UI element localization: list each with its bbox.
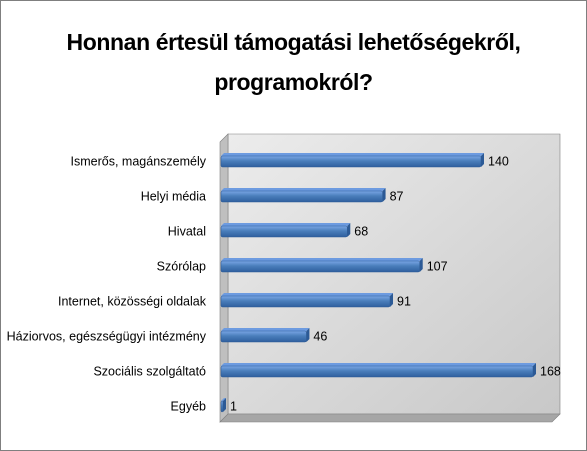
- bar-front-face: [220, 400, 224, 413]
- bar-top-face: [221, 258, 423, 261]
- category-labels: Ismerős, magánszemély Helyi média Hivatal S…: [7, 155, 207, 414]
- bar-front-face: [220, 295, 391, 308]
- bars-group: [220, 153, 536, 413]
- side-wall: [219, 133, 229, 423]
- bar: [220, 293, 393, 308]
- value-label: 87: [390, 190, 404, 204]
- bar: [220, 223, 351, 238]
- value-label: 68: [354, 225, 368, 239]
- bar-end-face: [223, 398, 226, 412]
- bar-front-face: [220, 190, 383, 203]
- bar-top-face: [221, 188, 386, 191]
- category-label: Internet, közösségi oldalak: [58, 295, 207, 309]
- category-label: Helyi média: [141, 190, 206, 204]
- bar-end-face: [382, 188, 386, 202]
- bar-front-face: [220, 330, 307, 343]
- bar-top-face: [221, 363, 536, 366]
- bar-top-face: [221, 398, 226, 401]
- floor: [219, 413, 561, 423]
- category-label: Háziorvos, egészségügyi intézmény: [7, 330, 207, 344]
- value-label: 140: [488, 155, 509, 169]
- bar-top-face: [221, 328, 310, 331]
- plot-background: [219, 133, 561, 423]
- category-label: Ismerős, magánszemély: [71, 155, 207, 169]
- value-label: 107: [427, 260, 448, 274]
- value-label: 91: [397, 295, 411, 309]
- bar: [220, 188, 386, 203]
- value-labels: 140 87 68 107 91 46 168 1: [230, 155, 561, 414]
- bar-top-face: [221, 223, 351, 226]
- bar-top-face: [221, 153, 484, 156]
- bar: [220, 328, 310, 343]
- value-label: 1: [230, 400, 237, 414]
- chart-title-line-2: programokról?: [214, 69, 373, 95]
- bar-end-face: [306, 328, 310, 342]
- bar-end-face: [481, 153, 484, 167]
- bar-top-face: [221, 293, 393, 296]
- bar: [220, 153, 484, 168]
- bar-end-face: [390, 293, 393, 307]
- value-label: 168: [540, 365, 561, 379]
- category-label: Szórólap: [157, 260, 206, 274]
- value-label: 46: [313, 330, 327, 344]
- bar-front-face: [220, 225, 348, 238]
- category-label: Szociális szolgáltató: [93, 365, 206, 379]
- bar-end-face: [419, 258, 423, 272]
- bar: [220, 363, 536, 378]
- bar-front-face: [220, 155, 482, 168]
- chart-title: Honnan értesül támogatási lehetőségekről…: [0, 22, 587, 102]
- bar-front-face: [220, 260, 420, 273]
- category-label: Hivatal: [168, 225, 206, 239]
- bar-front-face: [220, 365, 534, 378]
- bar-end-face: [533, 363, 536, 377]
- chart-title-line-1: Honnan értesül támogatási lehetőségekről…: [66, 29, 521, 55]
- bar: [220, 398, 226, 413]
- bar-end-face: [347, 223, 351, 237]
- bar: [220, 258, 423, 273]
- category-label: Egyéb: [171, 400, 206, 414]
